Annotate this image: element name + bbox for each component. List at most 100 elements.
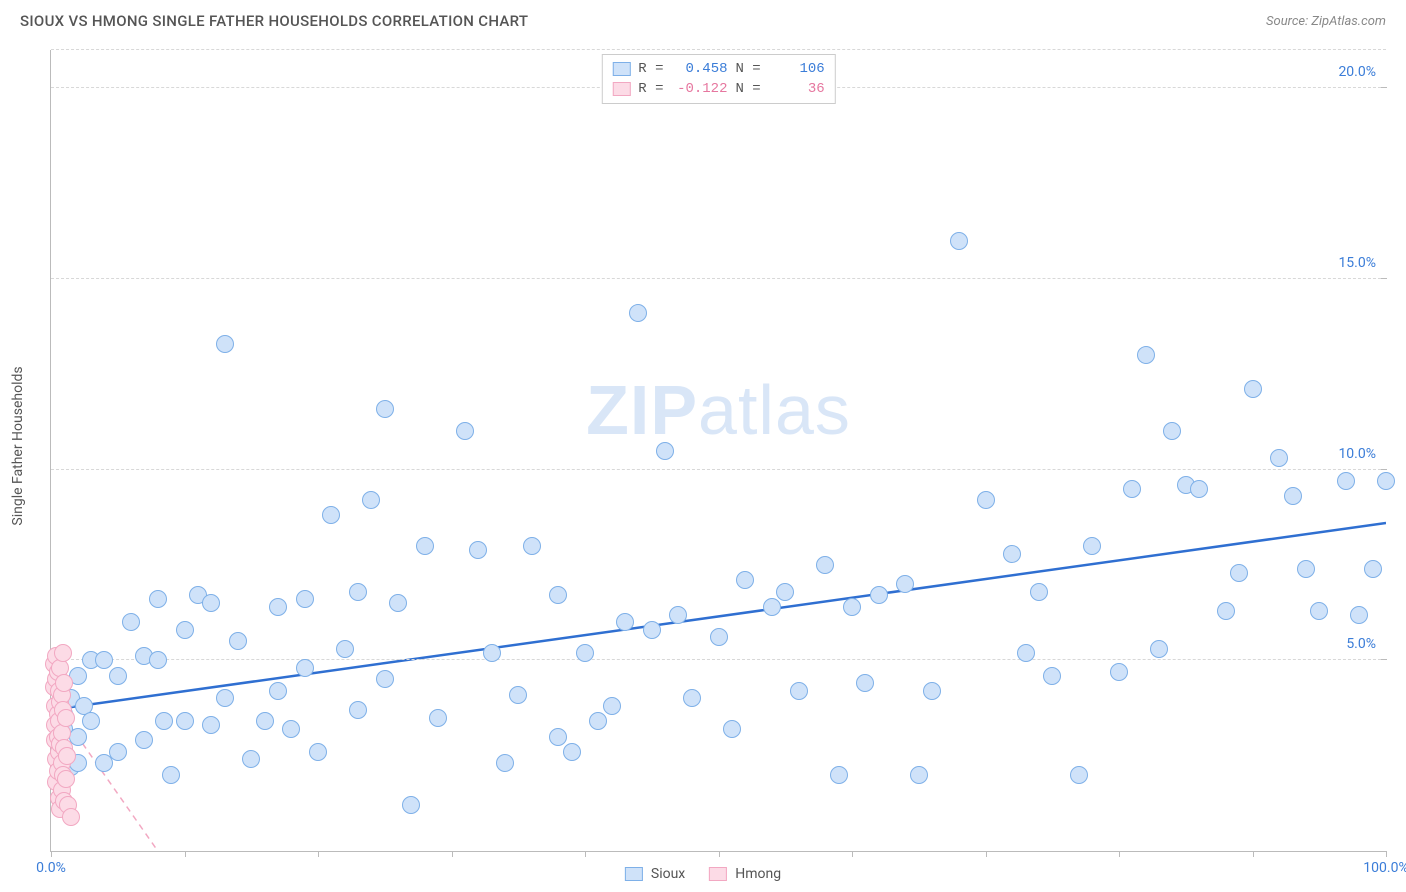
sioux-point bbox=[1244, 380, 1262, 398]
legend-item-sioux: Sioux bbox=[625, 866, 685, 882]
sioux-point bbox=[1083, 537, 1101, 555]
sioux-point bbox=[856, 674, 874, 692]
sioux-point bbox=[1350, 606, 1368, 624]
sioux-point bbox=[1163, 422, 1181, 440]
sioux-point bbox=[202, 594, 220, 612]
sioux-r-value: 0.458 bbox=[672, 61, 728, 77]
hmong-label: Hmong bbox=[735, 866, 781, 882]
y-tick-label: 15.0% bbox=[1338, 255, 1376, 271]
x-tick-label: 0.0% bbox=[36, 860, 66, 876]
y-tick-mark bbox=[1381, 278, 1387, 279]
sioux-point bbox=[216, 335, 234, 353]
x-tick-mark bbox=[51, 851, 52, 857]
sioux-point bbox=[336, 640, 354, 658]
sioux-point bbox=[1270, 449, 1288, 467]
sioux-point bbox=[202, 716, 220, 734]
hmong-point bbox=[62, 808, 80, 826]
sioux-point bbox=[322, 506, 340, 524]
sioux-point bbox=[549, 586, 567, 604]
sioux-point bbox=[1030, 583, 1048, 601]
x-tick-mark bbox=[1119, 851, 1120, 857]
hmong-r-value: -0.122 bbox=[672, 81, 728, 97]
sioux-point bbox=[603, 697, 621, 715]
sioux-point bbox=[683, 689, 701, 707]
n-label: N = bbox=[736, 61, 761, 77]
x-tick-mark bbox=[318, 851, 319, 857]
gridline bbox=[51, 49, 1386, 50]
sioux-point bbox=[523, 537, 541, 555]
sioux-point bbox=[216, 689, 234, 707]
sioux-point bbox=[816, 556, 834, 574]
sioux-point bbox=[1150, 640, 1168, 658]
sioux-point bbox=[1123, 480, 1141, 498]
hmong-point bbox=[55, 674, 73, 692]
hmong-point bbox=[57, 770, 75, 788]
x-tick-label: 100.0% bbox=[1363, 860, 1406, 876]
sioux-point bbox=[95, 651, 113, 669]
sioux-point bbox=[910, 766, 928, 784]
sioux-point bbox=[896, 575, 914, 593]
sioux-point bbox=[576, 644, 594, 662]
watermark: ZIPatlas bbox=[586, 370, 851, 450]
hmong-point bbox=[57, 709, 75, 727]
sioux-point bbox=[176, 712, 194, 730]
y-tick-mark bbox=[1381, 87, 1387, 88]
sioux-point bbox=[362, 491, 380, 509]
sioux-point bbox=[456, 422, 474, 440]
sioux-point bbox=[616, 613, 634, 631]
sioux-point bbox=[1110, 663, 1128, 681]
sioux-point bbox=[149, 590, 167, 608]
x-tick-mark bbox=[1253, 851, 1254, 857]
sioux-point bbox=[229, 632, 247, 650]
sioux-swatch-icon bbox=[625, 867, 643, 881]
x-tick-mark bbox=[1386, 851, 1387, 857]
scatter-chart: ZIPatlas R = 0.458 N = 106 R = -0.122 N … bbox=[50, 50, 1386, 852]
sioux-point bbox=[643, 621, 661, 639]
sioux-point bbox=[349, 701, 367, 719]
sioux-point bbox=[269, 598, 287, 616]
sioux-point bbox=[1377, 472, 1395, 490]
y-axis-label: Single Father Households bbox=[10, 366, 26, 525]
sioux-point bbox=[589, 712, 607, 730]
x-tick-mark bbox=[852, 851, 853, 857]
x-tick-mark bbox=[185, 851, 186, 857]
sioux-point bbox=[1337, 472, 1355, 490]
sioux-point bbox=[656, 442, 674, 460]
sioux-point bbox=[870, 586, 888, 604]
gridline bbox=[51, 278, 1386, 279]
x-tick-mark bbox=[986, 851, 987, 857]
sioux-point bbox=[1190, 480, 1208, 498]
sioux-point bbox=[923, 682, 941, 700]
sioux-point bbox=[1230, 564, 1248, 582]
x-tick-mark bbox=[452, 851, 453, 857]
hmong-swatch bbox=[612, 82, 630, 96]
sioux-point bbox=[149, 651, 167, 669]
sioux-point bbox=[296, 590, 314, 608]
sioux-point bbox=[483, 644, 501, 662]
x-tick-mark bbox=[719, 851, 720, 857]
y-tick-mark bbox=[1381, 469, 1387, 470]
sioux-point bbox=[155, 712, 173, 730]
sioux-point bbox=[629, 304, 647, 322]
sioux-point bbox=[389, 594, 407, 612]
sioux-point bbox=[176, 621, 194, 639]
sioux-point bbox=[82, 712, 100, 730]
sioux-point bbox=[309, 743, 327, 761]
sioux-point bbox=[1017, 644, 1035, 662]
sioux-point bbox=[109, 667, 127, 685]
y-tick-label: 10.0% bbox=[1338, 446, 1376, 462]
sioux-point bbox=[296, 659, 314, 677]
sioux-point bbox=[269, 682, 287, 700]
legend-item-hmong: Hmong bbox=[709, 866, 781, 882]
sioux-point bbox=[843, 598, 861, 616]
correlation-legend: R = 0.458 N = 106 R = -0.122 N = 36 bbox=[601, 54, 835, 104]
sioux-point bbox=[977, 491, 995, 509]
sioux-point bbox=[256, 712, 274, 730]
sioux-point bbox=[109, 743, 127, 761]
sioux-point bbox=[1070, 766, 1088, 784]
n-label: N = bbox=[736, 81, 761, 97]
sioux-point bbox=[376, 400, 394, 418]
legend-row-hmong: R = -0.122 N = 36 bbox=[612, 79, 824, 99]
sioux-swatch bbox=[612, 62, 630, 76]
sioux-point bbox=[1297, 560, 1315, 578]
